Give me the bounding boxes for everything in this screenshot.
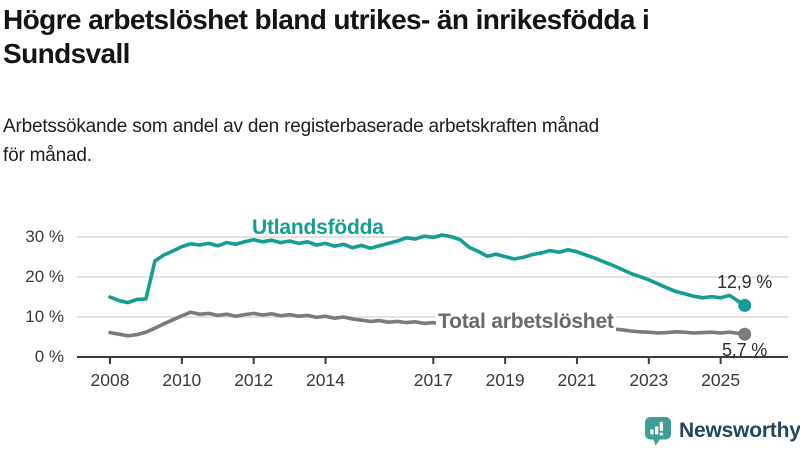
chart-title-line1: Högre arbetslöshet bland utrikes- än inr…: [3, 4, 650, 35]
end-value-label-utlandsfodda: 12,9 %: [717, 272, 772, 292]
end-value-label-total: 5,7 %: [721, 340, 767, 360]
newsworthy-bubble-chart-icon: [645, 417, 671, 446]
series-line: [108, 233, 747, 308]
chart-title-line2: Sundsvall: [3, 38, 130, 69]
series-end-dot: [738, 327, 752, 341]
line-chart: [77, 233, 788, 364]
chart-subtitle: Arbetssökande som andel av den registerb…: [3, 112, 797, 170]
newsworthy-logo: Newsworthy: [644, 415, 800, 447]
chart-title: Högre arbetslöshet bland utrikes- än inr…: [3, 3, 797, 71]
newsworthy-wordmark: Newsworthy: [679, 419, 800, 442]
series-label-total-arbetsloshet: Total arbetslöshet: [436, 310, 616, 334]
chart-subtitle-line2: för månad.: [3, 145, 92, 166]
series-line: [108, 310, 747, 338]
series-end-dot: [738, 298, 752, 312]
series-label-utlandsfodda: Utlandsfödda: [252, 216, 384, 239]
chart-subtitle-line1: Arbetssökande som andel av den registerb…: [3, 116, 600, 137]
